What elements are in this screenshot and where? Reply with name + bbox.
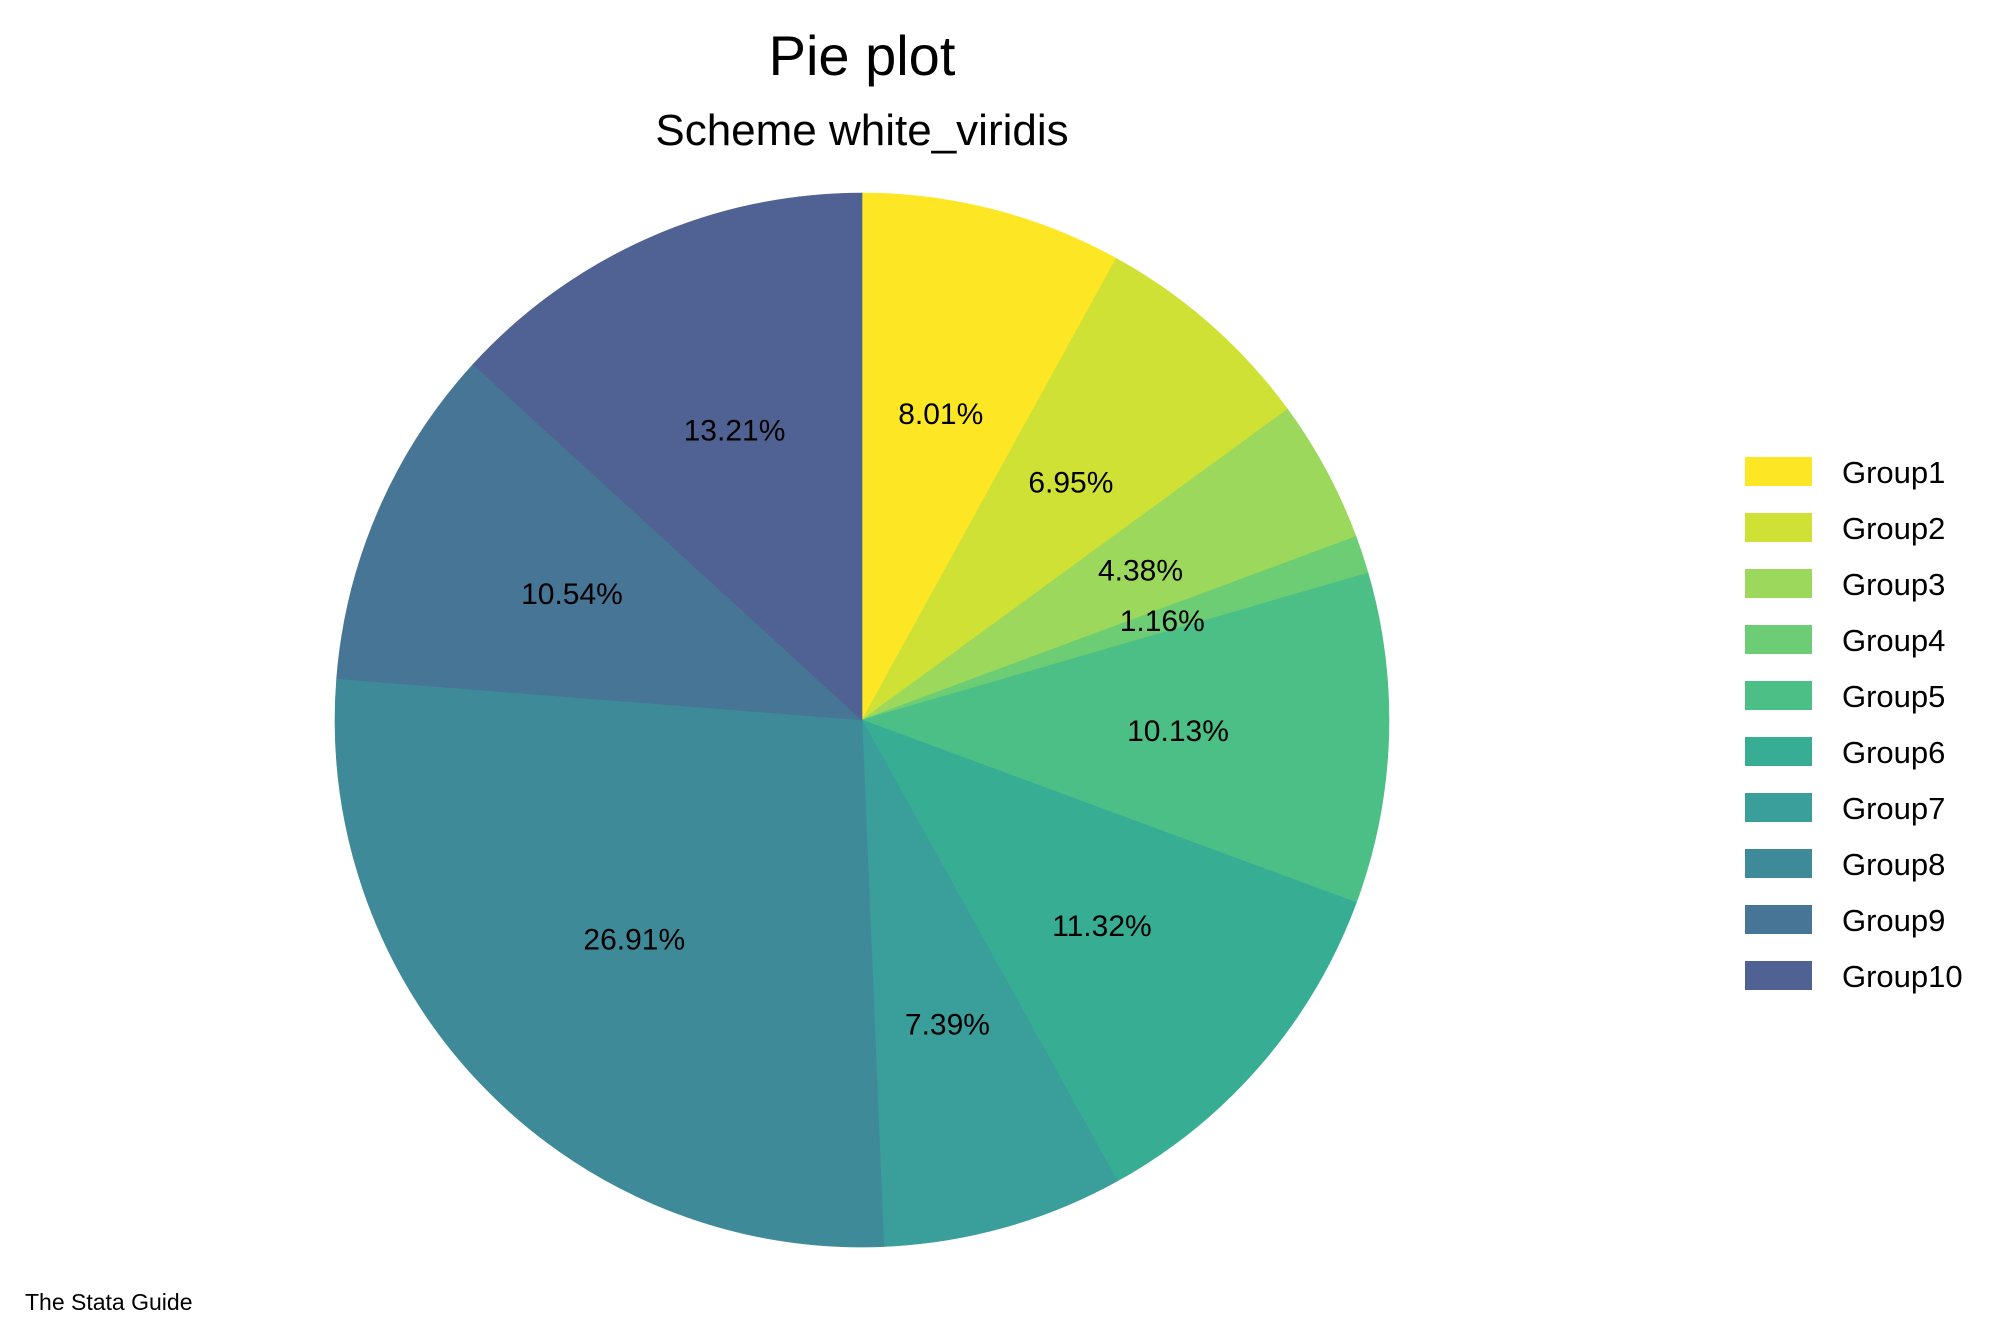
legend-label-group10: Group10 <box>1842 959 1963 994</box>
slice-label-group10: 13.21% <box>684 415 786 448</box>
legend-swatch-group3 <box>1745 569 1812 598</box>
chart-subtitle: Scheme white_viridis <box>655 106 1068 155</box>
slice-label-group3: 4.38% <box>1098 554 1183 587</box>
legend-label-group8: Group8 <box>1842 847 1945 882</box>
slice-label-group4: 1.16% <box>1120 605 1205 638</box>
legend: Group1 Group2 Group3 Group4 Group5 Group6 Grou… <box>1745 455 1963 994</box>
slice-label-group2: 6.95% <box>1028 467 1113 500</box>
pie-slice-group7 <box>861 719 1118 1247</box>
legend-swatch-group6 <box>1745 737 1812 766</box>
pie-slices <box>334 192 1390 1248</box>
slice-label-group1: 8.01% <box>898 398 983 431</box>
pie-slice-group6 <box>861 719 1357 1182</box>
legend-swatch-group10 <box>1745 961 1812 990</box>
legend-label-group1: Group1 <box>1842 455 1945 490</box>
legend-swatch-group7 <box>1745 793 1812 822</box>
legend-label-group2: Group2 <box>1842 511 1945 546</box>
slice-label-group9: 10.54% <box>521 578 623 611</box>
pie-slice-group2 <box>861 257 1288 721</box>
legend-label-group6: Group6 <box>1842 735 1945 770</box>
legend-swatch-group8 <box>1745 849 1812 878</box>
pie-slice-group8 <box>334 678 885 1248</box>
pie-slice-labels: 8.01% 6.95% 4.38% 1.16% 10.13% 11.32% 7.39% 26.… <box>521 398 1229 1042</box>
slice-label-group5: 10.13% <box>1127 715 1229 748</box>
legend-label-group3: Group3 <box>1842 567 1945 602</box>
legend-swatch-group1 <box>1745 457 1812 486</box>
slice-label-group8: 26.91% <box>583 923 685 956</box>
legend-label-group4: Group4 <box>1842 623 1945 658</box>
chart-title: Pie plot <box>769 24 956 87</box>
pie-slice-group10 <box>472 192 863 721</box>
legend-swatch-group9 <box>1745 905 1812 934</box>
legend-swatch-group5 <box>1745 681 1812 710</box>
pie-slice-group9 <box>336 363 863 721</box>
chart-note: The Stata Guide <box>25 1289 193 1315</box>
pie-slice-group1 <box>861 192 1117 721</box>
legend-label-group7: Group7 <box>1842 791 1945 826</box>
legend-label-group9: Group9 <box>1842 903 1945 938</box>
legend-swatch-group4 <box>1745 625 1812 654</box>
pie-slice-group5 <box>861 572 1390 903</box>
slice-label-group7: 7.39% <box>905 1008 990 1041</box>
legend-swatch-group2 <box>1745 513 1812 542</box>
slice-label-group6: 11.32% <box>1052 910 1152 943</box>
legend-label-group5: Group5 <box>1842 679 1945 714</box>
